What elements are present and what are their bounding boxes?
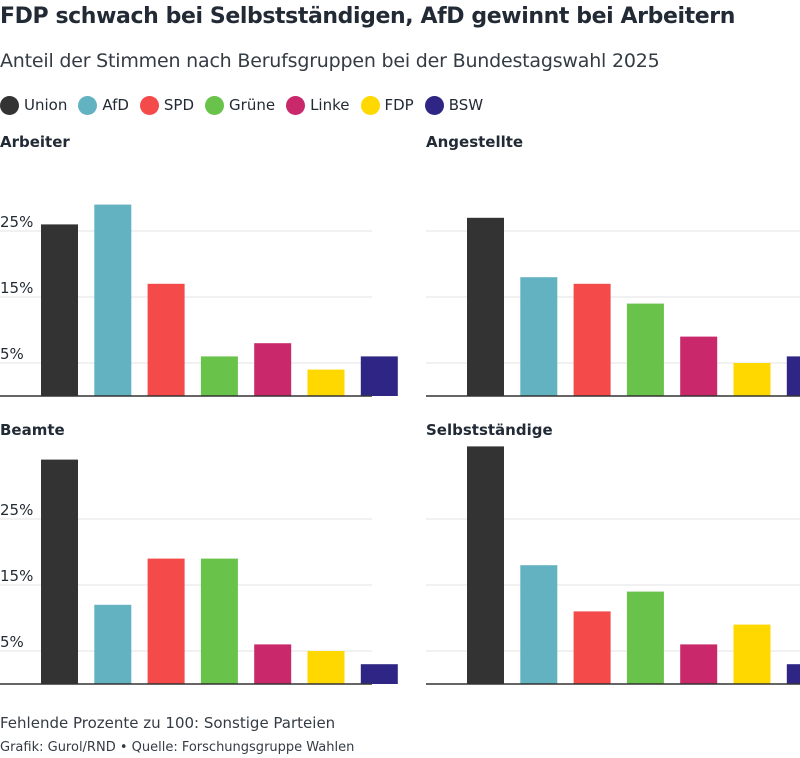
legend-swatch — [0, 95, 19, 115]
chart-title: FDP schwach bei Selbstständigen, AfD gew… — [0, 4, 735, 29]
legend-item: Linke — [286, 95, 350, 115]
bar-spd — [147, 283, 185, 396]
panel-title: Selbstständige — [426, 421, 553, 439]
bar-fdp — [307, 369, 345, 396]
bar-bsw — [360, 664, 398, 684]
legend-label: Union — [24, 96, 68, 114]
panel-title: Arbeiter — [0, 133, 70, 151]
footnote: Fehlende Prozente zu 100: Sonstige Parte… — [0, 714, 336, 732]
panel-arbeiter: Arbeiter 5% 15% 25% — [0, 133, 398, 399]
bar-chart-angestellte — [426, 217, 800, 397]
bar-chart-selbststaendige — [426, 446, 800, 685]
bar-spd — [573, 283, 611, 396]
bar-union — [467, 446, 504, 684]
bar-afd — [520, 277, 558, 396]
bar-afd — [520, 565, 558, 684]
y-tick-label: 25% — [0, 213, 33, 231]
legend-label: AfD — [102, 96, 129, 114]
bar-linke — [680, 644, 718, 684]
bar-afd — [94, 604, 132, 684]
legend-swatch — [78, 95, 98, 115]
credit-line: Grafik: Gurol/RND • Quelle: Forschungsgr… — [0, 740, 355, 755]
panel-title: Beamte — [0, 421, 65, 439]
bar-afd — [94, 204, 132, 396]
legend-swatch — [139, 95, 159, 115]
bar-gr-ne — [200, 356, 238, 396]
bar-union — [467, 217, 504, 396]
bar-union — [41, 459, 78, 684]
panel-title: Angestellte — [426, 133, 524, 151]
legend-item: FDP — [360, 95, 414, 115]
bar-chart-beamte: 5% 15% 25% — [0, 459, 398, 685]
bar-chart-arbeiter: 5% 15% 25% — [0, 204, 398, 397]
bar-gr-ne — [626, 303, 664, 396]
y-tick-label: 25% — [0, 501, 33, 519]
bar-bsw — [360, 356, 398, 396]
bar-linke — [680, 336, 718, 396]
bar-spd — [573, 611, 611, 684]
legend-swatch — [286, 95, 306, 115]
bar-union — [41, 224, 78, 396]
bar-fdp — [733, 624, 771, 684]
legend-item: BSW — [424, 95, 484, 115]
legend-label: FDP — [384, 96, 414, 114]
legend-swatch — [205, 95, 225, 115]
legend-swatch — [424, 95, 444, 115]
bar-bsw — [786, 356, 800, 396]
legend: Union AfD SPD Grüne Linke FDP BSW — [0, 95, 494, 115]
bar-fdp — [307, 651, 345, 684]
bar-bsw — [786, 664, 800, 684]
legend-item: SPD — [139, 95, 195, 115]
legend-label: Linke — [310, 96, 350, 114]
bar-spd — [147, 558, 185, 684]
legend-label: Grüne — [229, 96, 276, 114]
legend-item: AfD — [78, 95, 129, 115]
bar-gr-ne — [626, 591, 664, 684]
y-tick-label: 5% — [0, 345, 24, 363]
panel-angestellte: Angestellte — [426, 133, 800, 399]
bar-linke — [254, 343, 292, 396]
y-tick-label: 15% — [0, 279, 33, 297]
legend-item: Grüne — [205, 95, 276, 115]
legend-label: SPD — [163, 96, 195, 114]
panel-selbststaendige: Selbstständige — [426, 421, 800, 687]
panel-beamte: Beamte 5% 15% 25% — [0, 421, 398, 687]
chart-subtitle: Anteil der Stimmen nach Berufsgruppen be… — [0, 50, 660, 72]
bar-gr-ne — [200, 558, 238, 684]
legend-label: BSW — [448, 96, 484, 114]
legend-swatch — [360, 95, 380, 115]
bar-fdp — [733, 363, 771, 396]
legend-item: Union — [0, 95, 68, 115]
y-tick-label: 5% — [0, 633, 24, 651]
y-tick-label: 15% — [0, 567, 33, 585]
bar-linke — [254, 644, 292, 684]
